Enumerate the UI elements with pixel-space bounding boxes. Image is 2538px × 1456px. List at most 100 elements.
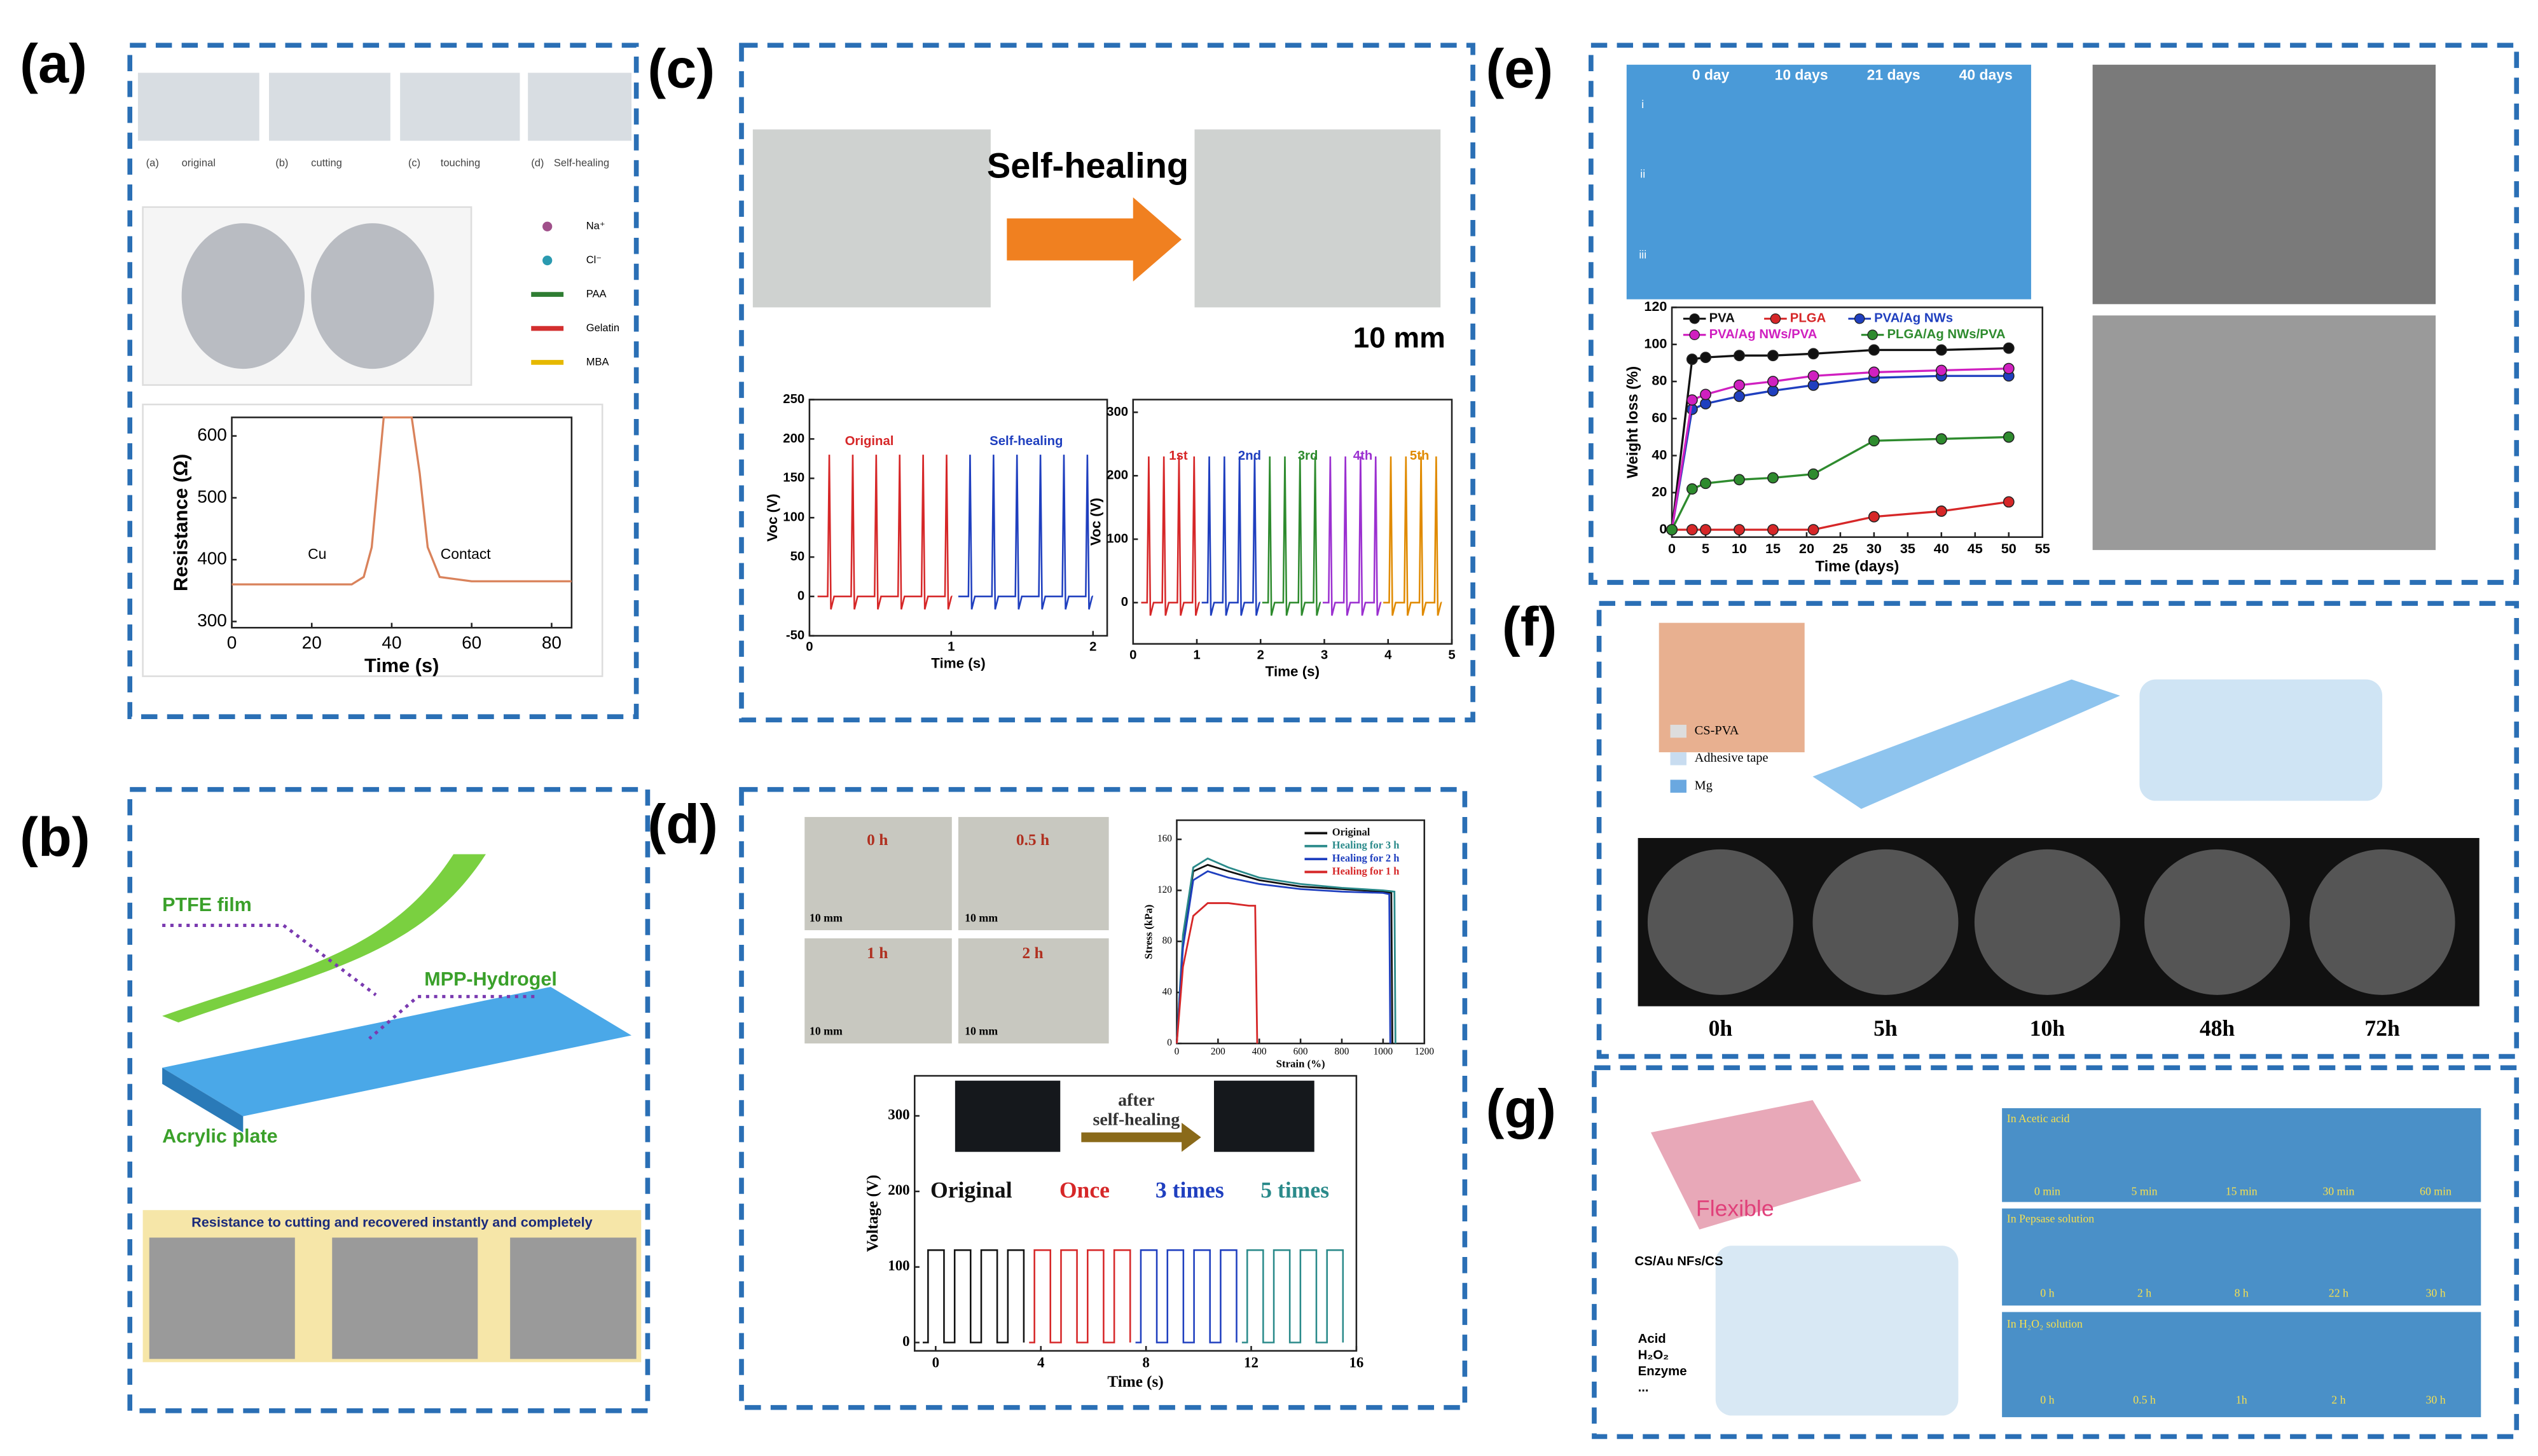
time-label: 30 h <box>2425 1394 2445 1406</box>
x-tick-label: 1000 <box>1374 1046 1393 1057</box>
legend-label: PVA/Ag NWs <box>1874 312 1953 326</box>
photo-caption: (c) <box>408 156 420 168</box>
series-marker <box>1734 390 1745 402</box>
banner-text: Resistance to cutting and recovered inst… <box>191 1214 592 1230</box>
dish <box>1647 849 1793 995</box>
x-tick-label: 800 <box>1335 1046 1349 1057</box>
legend-label: Healing for 3 h <box>1332 839 1400 851</box>
y-axis-label: Voc (V) <box>764 494 780 542</box>
chart-frame <box>142 403 603 677</box>
legend-label: Healing for 2 h <box>1332 852 1400 864</box>
y-tick-label: 160 <box>1157 834 1172 844</box>
gel-cylinder <box>181 223 305 369</box>
series-line <box>1176 870 1391 1044</box>
scale-label: 10 mm <box>810 911 843 924</box>
x-axis-label: Time (s) <box>1107 1373 1163 1391</box>
row-label: In Pepsase solution <box>2007 1212 2095 1225</box>
legend-label: PVA <box>1709 312 1735 326</box>
legend-label: Healing for 1 h <box>1332 865 1400 877</box>
photo-caption: original <box>182 156 216 168</box>
y-tick-label: 0 <box>1167 1038 1172 1048</box>
series-label: Original <box>845 434 894 448</box>
x-tick-label: 50 <box>2001 540 2017 556</box>
ptfe-film <box>162 854 486 1023</box>
scale-label: 10 mm <box>1353 321 1445 354</box>
time-label: 30 h <box>2425 1287 2445 1300</box>
y-axis-label: Stress (kPa) <box>1143 905 1155 959</box>
x-axis-label: Time (s) <box>1266 663 1320 679</box>
plot-frame <box>1132 399 1453 645</box>
y-tick-label: 50 <box>790 550 805 564</box>
scale-label: 10 mm <box>965 1024 998 1037</box>
x-tick-label: 600 <box>1293 1046 1308 1057</box>
arrow <box>1081 1122 1201 1152</box>
photo <box>269 72 390 141</box>
series-marker <box>1700 388 1711 401</box>
time-label: 1h <box>2236 1394 2247 1406</box>
x-tick-label: 1 <box>948 640 955 654</box>
leader <box>162 923 377 996</box>
series-marker <box>1686 483 1698 495</box>
y-tick-label: 80 <box>1162 935 1173 946</box>
device <box>1812 679 2120 809</box>
row-label: i <box>1641 98 1644 111</box>
series-label: 2nd <box>1238 449 1261 463</box>
x-tick-label: 8 <box>1142 1354 1149 1370</box>
time-label: 0 h <box>2040 1287 2054 1300</box>
x-tick-label: 25 <box>1833 540 1848 556</box>
photo <box>1213 1080 1314 1152</box>
legend-marker <box>1867 329 1878 340</box>
x-tick-label: 1 <box>1193 648 1200 662</box>
photo-caption: (b) <box>275 156 288 168</box>
legend-label: Adhesive tape <box>1695 751 1769 765</box>
dish <box>1974 849 2120 995</box>
y-tick-label: 0 <box>1121 595 1128 609</box>
photo-caption: cutting <box>311 156 342 168</box>
column-label: 21 days <box>1867 67 1921 83</box>
x-tick-label: 0 <box>1668 540 1676 556</box>
y-tick-label: 120 <box>1157 884 1172 895</box>
panel-label: (e) <box>1486 38 1553 99</box>
photo-grid <box>1626 64 2031 299</box>
row-label: ii <box>1640 168 1645 181</box>
time-label: 15 min <box>2226 1185 2258 1197</box>
x-tick-label: 55 <box>2035 540 2050 556</box>
series-marker <box>1807 468 1819 480</box>
photo-caption: (d) <box>531 156 544 168</box>
y-tick-label: 0 <box>1659 521 1667 537</box>
photo <box>332 1237 478 1359</box>
series-marker <box>1868 366 1880 378</box>
y-tick-label: -50 <box>786 628 804 642</box>
y-tick-label: 80 <box>1652 373 1667 388</box>
y-tick-label: 100 <box>888 1258 909 1274</box>
series-label: 3rd <box>1298 449 1318 463</box>
photo-label: 0.5 h <box>1016 830 1049 849</box>
time-label: 5 min <box>2132 1185 2158 1197</box>
series-line <box>1176 857 1397 1044</box>
photo-row <box>2002 1208 2481 1306</box>
x-tick-label: 200 <box>1211 1046 1225 1057</box>
y-tick-label: 100 <box>1107 532 1128 546</box>
legend-label: CS-PVA <box>1695 724 1739 738</box>
series-marker <box>1700 352 1711 364</box>
legend-marker <box>1689 329 1700 340</box>
photo <box>958 816 1109 931</box>
x-tick-label: 20 <box>1799 540 1814 556</box>
photo-label: 0 h <box>867 830 888 849</box>
photo <box>510 1237 637 1359</box>
arrow <box>1007 197 1182 282</box>
time-label: 0 h <box>2040 1394 2054 1406</box>
series-marker <box>1686 354 1698 365</box>
y-tick-label: 250 <box>783 392 804 406</box>
series-marker <box>1868 344 1880 356</box>
photo <box>1194 129 1441 308</box>
series-marker <box>1767 472 1779 484</box>
sem-image <box>2092 315 2436 551</box>
x-tick-label: 15 <box>1765 540 1781 556</box>
series-marker <box>1767 350 1779 362</box>
legend-label: Original <box>1332 826 1370 838</box>
series-line <box>1176 902 1259 1044</box>
photo <box>958 938 1109 1044</box>
series-label: Once <box>1059 1177 1110 1202</box>
y-tick-label: 300 <box>1107 405 1128 419</box>
